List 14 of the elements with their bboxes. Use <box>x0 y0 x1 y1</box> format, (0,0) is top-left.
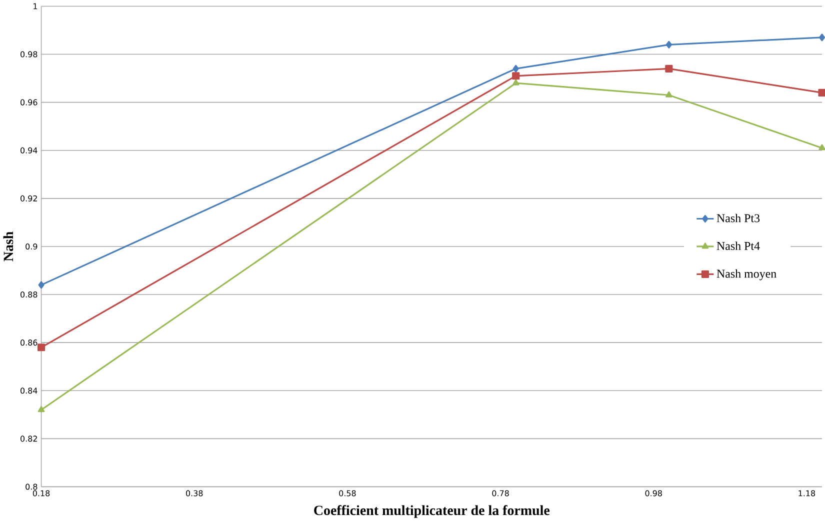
point <box>666 91 672 98</box>
point <box>512 79 520 86</box>
point <box>512 64 519 72</box>
point <box>512 72 520 80</box>
legend-label: Nash Pt4 <box>716 241 760 250</box>
point <box>665 64 673 72</box>
point <box>38 281 44 289</box>
point <box>666 40 672 48</box>
legend-label: Nash moyen <box>716 269 776 280</box>
point <box>37 343 46 352</box>
point <box>38 406 45 412</box>
y-axis-title: Nash <box>3 231 14 262</box>
legend-label: Nash Pt3 <box>716 214 760 222</box>
x-axis-title: Coefficient multiplicateur de la formule <box>314 504 550 518</box>
